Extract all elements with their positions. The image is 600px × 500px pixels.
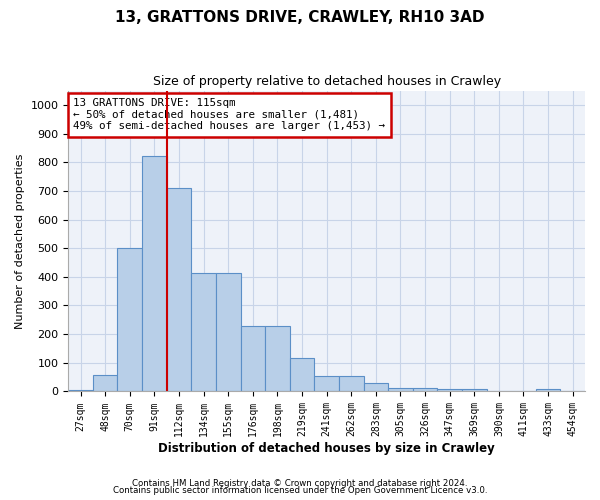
Bar bbox=[167, 188, 191, 392]
Bar bbox=[241, 326, 265, 392]
X-axis label: Distribution of detached houses by size in Crawley: Distribution of detached houses by size … bbox=[158, 442, 495, 455]
Bar bbox=[364, 383, 388, 392]
Text: 13 GRATTONS DRIVE: 115sqm
← 50% of detached houses are smaller (1,481)
49% of se: 13 GRATTONS DRIVE: 115sqm ← 50% of detac… bbox=[73, 98, 385, 132]
Bar bbox=[191, 272, 216, 392]
Y-axis label: Number of detached properties: Number of detached properties bbox=[15, 154, 25, 328]
Bar bbox=[142, 156, 167, 392]
Bar bbox=[413, 388, 437, 392]
Bar bbox=[93, 375, 118, 392]
Bar bbox=[216, 272, 241, 392]
Bar bbox=[437, 388, 462, 392]
Bar bbox=[118, 248, 142, 392]
Bar bbox=[339, 376, 364, 392]
Bar bbox=[290, 358, 314, 392]
Bar bbox=[265, 326, 290, 392]
Bar bbox=[314, 376, 339, 392]
Bar bbox=[68, 390, 93, 392]
Bar bbox=[388, 388, 413, 392]
Text: 13, GRATTONS DRIVE, CRAWLEY, RH10 3AD: 13, GRATTONS DRIVE, CRAWLEY, RH10 3AD bbox=[115, 10, 485, 25]
Text: Contains HM Land Registry data © Crown copyright and database right 2024.: Contains HM Land Registry data © Crown c… bbox=[132, 478, 468, 488]
Bar bbox=[462, 388, 487, 392]
Text: Contains public sector information licensed under the Open Government Licence v3: Contains public sector information licen… bbox=[113, 486, 487, 495]
Title: Size of property relative to detached houses in Crawley: Size of property relative to detached ho… bbox=[152, 75, 501, 88]
Bar bbox=[536, 389, 560, 392]
